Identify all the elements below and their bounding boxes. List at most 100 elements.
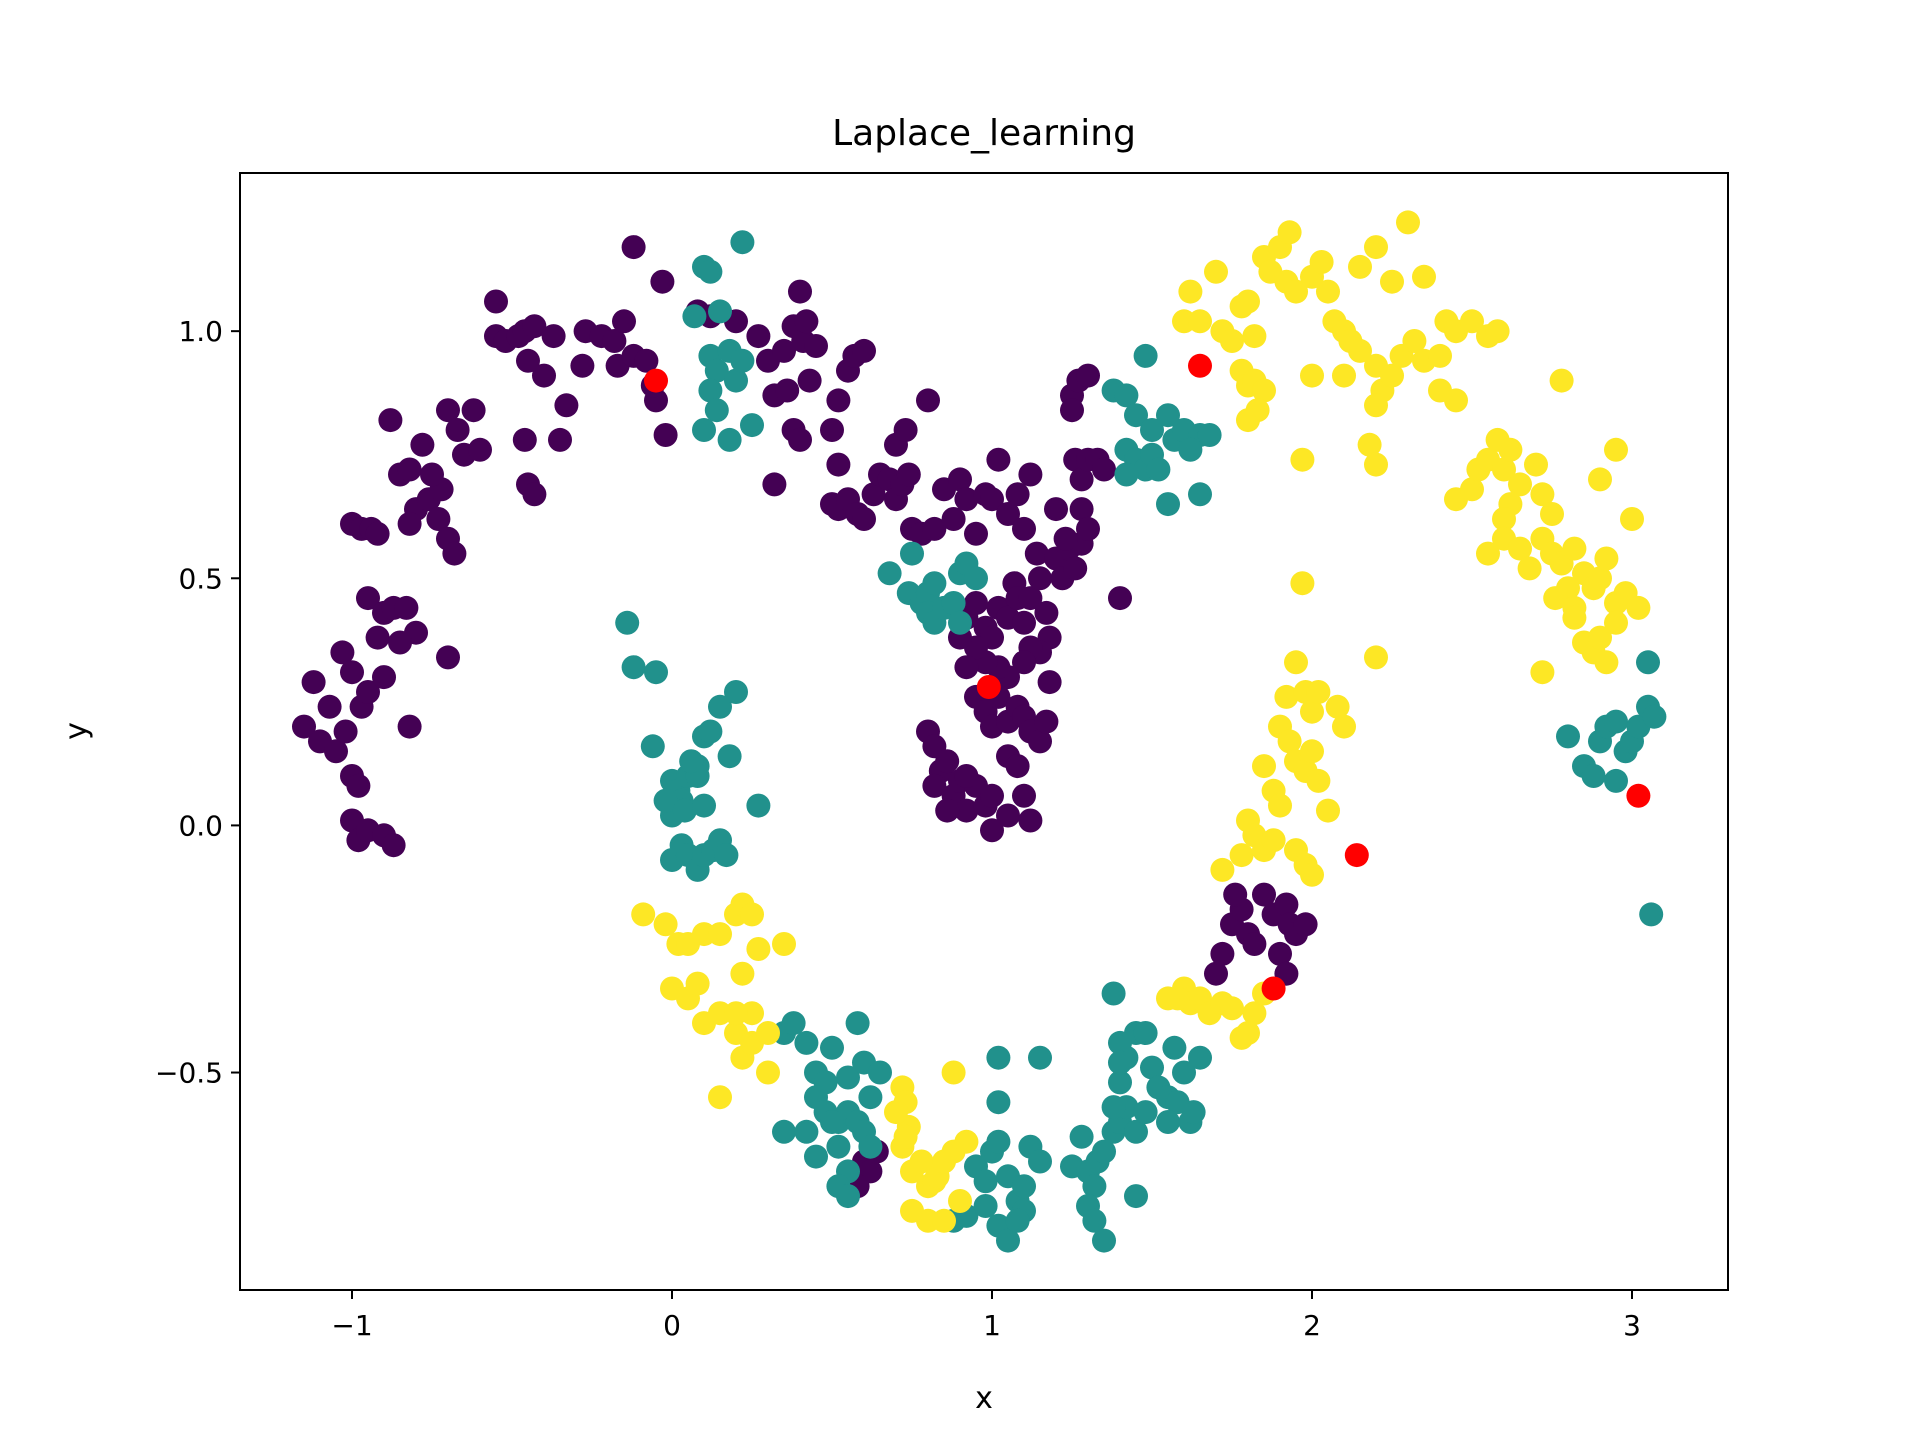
data-point [512, 427, 537, 452]
data-point [426, 507, 451, 531]
data-point [1562, 536, 1587, 561]
data-point [826, 1134, 851, 1159]
data-point [852, 507, 876, 531]
data-point [1562, 605, 1587, 630]
data-point [1357, 432, 1382, 457]
data-point [954, 1129, 979, 1154]
data-point [1063, 556, 1088, 581]
data-point [484, 289, 508, 314]
y-axis-label: y [59, 722, 94, 740]
data-point [996, 502, 1020, 526]
data-point [410, 432, 435, 457]
data-point [922, 773, 947, 798]
data-point [1604, 709, 1628, 734]
data-point [436, 645, 460, 670]
data-point [1204, 259, 1228, 284]
data-point [356, 680, 380, 704]
data-point [541, 324, 566, 349]
data-point [935, 749, 960, 774]
data-point [1133, 1021, 1158, 1045]
data-point [730, 961, 755, 986]
data-point [1005, 482, 1030, 507]
data-point [653, 423, 678, 447]
data-point [1242, 932, 1267, 956]
data-point [1028, 566, 1052, 591]
labeled-point [644, 368, 668, 393]
data-point [1092, 1228, 1116, 1253]
data-point [1476, 541, 1500, 566]
data-point [948, 1189, 972, 1213]
data-point [980, 783, 1004, 808]
data-point [672, 798, 697, 823]
labeled-points [644, 353, 1651, 1001]
data-point [1034, 709, 1059, 734]
data-point [522, 314, 547, 339]
data-point [1028, 1149, 1052, 1174]
data-point [1242, 324, 1267, 349]
data-point [1204, 961, 1228, 986]
data-point [964, 566, 988, 591]
data-point [1639, 902, 1664, 927]
data-point [1005, 754, 1030, 779]
data-point [1290, 571, 1315, 596]
data-point [1005, 1208, 1030, 1233]
data-point [698, 259, 723, 284]
data-point [1396, 210, 1420, 235]
points-layer [292, 210, 1667, 1253]
y-tick-label: 1.0 [178, 315, 223, 348]
data-point [845, 1011, 870, 1036]
data-point [698, 378, 723, 403]
data-point [1524, 452, 1548, 477]
data-point [330, 640, 355, 665]
data-point [653, 912, 678, 937]
y-tick-label: −0.5 [155, 1057, 223, 1090]
data-point [1178, 279, 1203, 304]
data-point [1252, 882, 1276, 907]
data-point [1498, 437, 1523, 462]
data-point [1332, 363, 1356, 388]
data-point [884, 1100, 908, 1125]
data-point [1284, 650, 1308, 675]
data-point [1581, 764, 1606, 788]
chart-title: Laplace_learning [832, 113, 1136, 154]
data-point [916, 388, 940, 413]
data-point [1549, 368, 1574, 393]
data-point [1188, 309, 1212, 334]
data-point [621, 655, 646, 680]
data-point [324, 739, 348, 764]
x-tick-label: 3 [1623, 1309, 1641, 1342]
data-point [820, 1035, 844, 1060]
data-point [900, 541, 924, 566]
data-point [548, 427, 572, 452]
data-point [1316, 798, 1340, 823]
data-point [717, 744, 742, 769]
data-point [1156, 986, 1180, 1011]
data-point [1306, 768, 1331, 793]
data-point [1594, 650, 1619, 675]
data-point [1172, 1060, 1196, 1085]
data-point [1124, 403, 1148, 428]
data-point [1364, 235, 1388, 260]
data-point [1274, 684, 1299, 709]
data-point [794, 1030, 819, 1055]
data-point [973, 1194, 998, 1218]
data-point [740, 413, 764, 438]
data-point [954, 764, 979, 788]
data-point [730, 348, 755, 373]
data-point [682, 304, 707, 329]
data-point [1252, 754, 1276, 779]
data-point [1165, 1090, 1190, 1115]
labeled-point [1344, 843, 1369, 868]
data-point [1060, 398, 1084, 423]
data-point [746, 324, 771, 349]
data-point [772, 932, 796, 956]
data-point [397, 511, 422, 536]
data-point [1101, 981, 1126, 1006]
data-point [788, 427, 812, 452]
data-point [1210, 857, 1235, 882]
data-point [1300, 739, 1324, 764]
data-point [653, 788, 678, 813]
data-point [1604, 610, 1628, 635]
data-point [708, 922, 732, 947]
data-point [820, 418, 844, 442]
